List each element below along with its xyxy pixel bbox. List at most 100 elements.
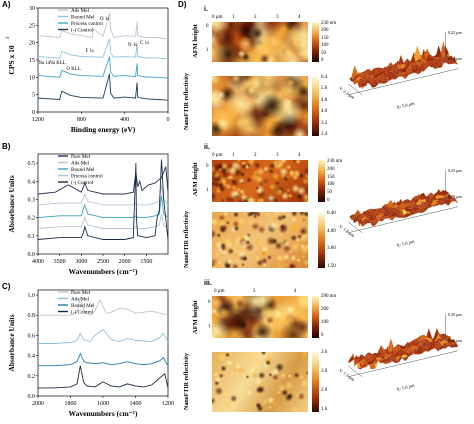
y-tick-label: 30 — [29, 6, 35, 12]
surface-facet — [435, 59, 441, 64]
surface-facet — [413, 66, 419, 73]
surface-facet — [420, 201, 426, 205]
surface-facet — [385, 215, 391, 219]
x-tick-label: 1500 — [140, 259, 152, 265]
iso-z-min: 0.00 µm — [448, 338, 463, 343]
surface-facet — [423, 194, 429, 199]
surface-facet — [445, 60, 450, 63]
surface-facet — [397, 345, 403, 352]
surface-facet — [377, 67, 383, 70]
surface-facet — [405, 342, 411, 348]
surface-facet — [433, 343, 439, 348]
series-line-2 — [37, 184, 169, 206]
surface-facet — [403, 213, 409, 218]
surface-facet — [435, 338, 441, 342]
surface-facet — [405, 204, 411, 206]
axis-top-tick: 0 µm — [214, 289, 225, 294]
surface-facet — [428, 61, 434, 65]
surface-facet — [407, 353, 412, 357]
surface-facet — [390, 214, 396, 217]
axis-top-tick: 0 µm — [212, 15, 223, 20]
nanoftir-colorbar-iii — [312, 352, 319, 412]
surface-facet — [440, 56, 446, 60]
surface-facet — [352, 352, 358, 367]
surface-facet — [403, 60, 409, 72]
surface-facet — [379, 349, 385, 352]
surface-facet — [435, 341, 441, 345]
surface-facet — [440, 189, 446, 194]
surface-facet — [402, 199, 408, 205]
surface-facet — [387, 215, 393, 218]
surface-facet — [382, 346, 388, 358]
surface-facet — [348, 356, 353, 363]
surface-facet — [360, 223, 366, 227]
axis-side-tick: 0 — [208, 300, 211, 305]
surface-facet — [392, 356, 398, 362]
nanoftir-map-ii — [212, 212, 308, 268]
surface-facet — [433, 53, 439, 58]
colorbar-tick-label: 1.6 — [321, 407, 328, 412]
surface-facet — [397, 350, 403, 356]
surface-facet — [410, 340, 416, 352]
surface-facet — [451, 197, 457, 201]
surface-facet — [394, 344, 400, 350]
surface-facet — [414, 195, 419, 200]
y-tick-label: 10 — [29, 75, 35, 81]
surface-facet — [369, 80, 374, 85]
surface-facet — [395, 349, 401, 352]
axis-top-tick: 3 — [276, 153, 279, 158]
surface-facet — [384, 72, 389, 78]
surface-facet — [397, 69, 403, 72]
surface-facet — [349, 358, 355, 363]
surface-facet — [349, 216, 355, 220]
surface-facet — [372, 355, 378, 360]
peak-label: C 1s — [140, 41, 149, 46]
surface-facet — [399, 55, 404, 65]
surface-facet — [440, 60, 445, 68]
surface-facet — [362, 77, 368, 85]
surface-facet — [348, 77, 353, 80]
peak-label: O 1s — [100, 17, 109, 22]
y-axis-label-exponent: 3 — [6, 36, 11, 39]
surface-facet — [359, 76, 365, 78]
axis-top-tick: 2 — [254, 15, 257, 20]
surface-facet — [367, 212, 373, 217]
surface-facet — [445, 56, 450, 62]
surface-facet — [366, 69, 371, 76]
panel-letter-d: D) — [178, 0, 187, 9]
surface-facet — [415, 59, 421, 62]
surface-facet — [443, 343, 449, 349]
surface-facet — [397, 73, 402, 77]
surface-facet — [423, 342, 429, 348]
surface-facet — [390, 199, 396, 206]
surface-facet — [446, 199, 452, 203]
surface-facet — [374, 219, 379, 226]
x-tick-label: 2000 — [32, 401, 44, 407]
surface-facet — [400, 345, 406, 348]
axis-side-tick: 0 — [206, 164, 209, 169]
surface-facet — [437, 333, 442, 336]
colorbar-tick-label: 2.4 — [321, 132, 328, 137]
surface-facet — [388, 358, 394, 362]
afm-height-map-i — [212, 22, 308, 62]
surface-facet — [407, 213, 412, 217]
x-tick-label: 800 — [77, 117, 86, 123]
series-line-4 — [37, 73, 169, 101]
surface-facet — [384, 209, 390, 213]
surface-facet — [393, 212, 399, 217]
surface-facet — [356, 213, 362, 218]
x-axis-label: Binding energy (eV) — [71, 125, 136, 134]
colorbar-tick-label: 100 — [321, 43, 329, 49]
iso-x-label: X: 5.0 µm — [396, 101, 416, 110]
surface-facet — [426, 346, 432, 352]
surface-facet — [438, 333, 444, 338]
surface-facet — [441, 61, 447, 63]
surface-facet — [417, 351, 422, 354]
surface-facet — [430, 195, 436, 200]
surface-facet — [417, 45, 423, 60]
surface-facet — [420, 63, 426, 70]
surface-facet — [382, 349, 388, 352]
surface-facet — [417, 335, 423, 342]
surface-facet — [370, 215, 376, 220]
afm-height-map-iii — [212, 296, 308, 338]
